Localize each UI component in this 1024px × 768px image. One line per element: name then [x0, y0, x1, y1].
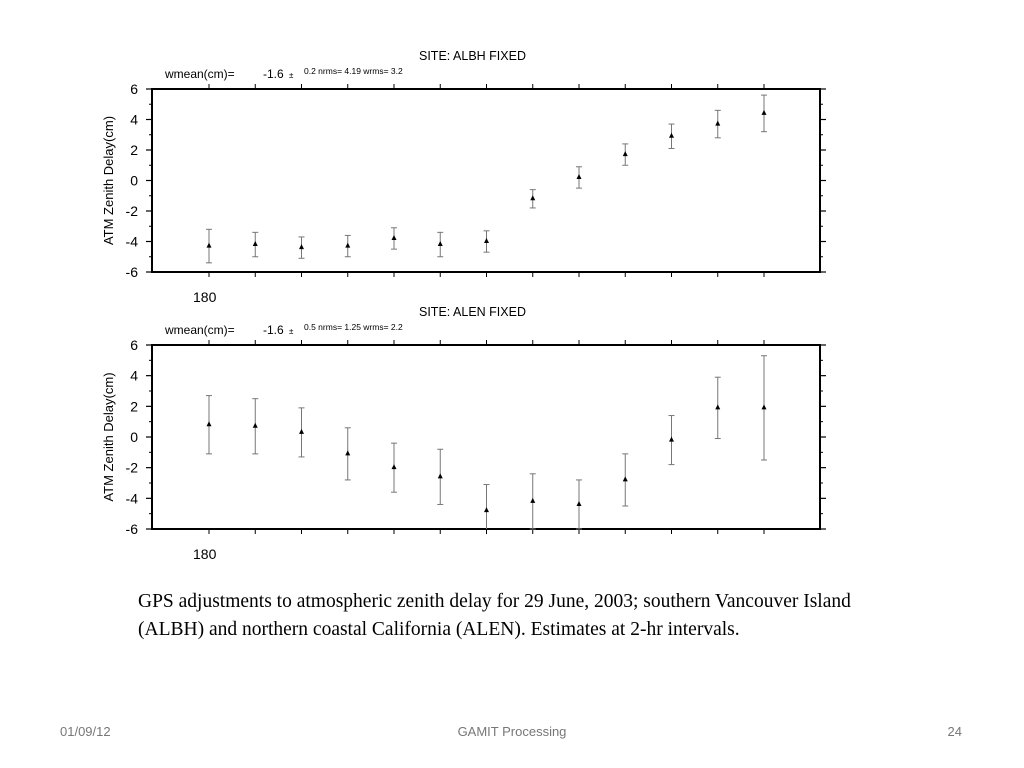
x-tick-label: 180 — [193, 546, 217, 562]
data-point — [530, 497, 536, 503]
data-point — [391, 464, 397, 470]
footer-title: GAMIT Processing — [457, 724, 567, 739]
data-point — [761, 404, 767, 410]
data-point — [484, 238, 489, 243]
chart-title: SITE: ALBH FIXED — [419, 49, 526, 63]
data-point — [252, 241, 258, 247]
x-tick-label: 180 — [193, 289, 217, 305]
data-point — [669, 436, 674, 442]
data-point — [252, 422, 258, 428]
footer-page-number: 24 — [947, 724, 962, 739]
data-point — [622, 151, 628, 157]
wmean-plusminus: ± — [289, 71, 294, 80]
y-tick-label: 2 — [130, 398, 138, 414]
wmean-label: wmean(cm)= — [164, 67, 235, 81]
chart-panel-1: SITE: ALBH FIXED wmean(cm)= -1.6 ±0.2 nrms=… — [101, 49, 826, 305]
wmean-plusminus: ± — [289, 327, 294, 336]
y-tick-label: -4 — [126, 234, 139, 250]
wmean-label: wmean(cm)= — [164, 323, 235, 337]
wmean-value: -1.6 — [263, 323, 284, 337]
data-point — [484, 507, 489, 513]
data-point — [576, 500, 582, 506]
chart-title: SITE: ALEN FIXED — [419, 305, 526, 319]
chart-panel-2: SITE: ALEN FIXED wmean(cm)= -1.6 ±0.5 nrms=… — [101, 305, 826, 562]
data-point — [437, 473, 443, 479]
y-tick-label: 0 — [130, 173, 138, 189]
y-tick-label: -6 — [126, 264, 139, 280]
data-point — [299, 428, 304, 434]
data-point — [206, 242, 212, 248]
y-tick-label: 4 — [130, 112, 138, 128]
y-tick-label: -4 — [126, 490, 139, 506]
y-tick-label: -6 — [126, 521, 139, 537]
data-point — [715, 404, 721, 410]
y-tick-label: -2 — [126, 460, 139, 476]
y-tick-label: 6 — [130, 337, 138, 353]
chart-figure: SITE: ALBH FIXED wmean(cm)= -1.6 ±0.2 nrms=… — [101, 49, 826, 562]
y-tick-label: 2 — [130, 142, 138, 158]
footer-date: 01/09/12 — [60, 724, 111, 739]
stats-small-text: 0.2 nrms= 4.19 wrms= 3.2 — [304, 66, 403, 76]
y-axis-label: ATM Zenith Delay(cm) — [101, 372, 116, 501]
y-tick-label: 6 — [130, 81, 138, 97]
wmean-value: -1.6 — [263, 67, 284, 81]
y-tick-label: 4 — [130, 368, 138, 384]
data-point — [299, 244, 304, 250]
data-point — [715, 120, 721, 126]
y-tick-label: -2 — [126, 203, 139, 219]
y-axis-label: ATM Zenith Delay(cm) — [101, 116, 116, 245]
data-point — [576, 173, 582, 179]
data-point — [345, 242, 351, 248]
data-point — [530, 195, 536, 201]
data-point — [761, 109, 767, 115]
data-point — [622, 476, 628, 482]
data-point — [669, 132, 674, 138]
stats-small-text: 0.5 nrms= 1.25 wrms= 2.2 — [304, 322, 403, 332]
data-point — [345, 450, 351, 456]
data-point — [437, 241, 443, 247]
y-tick-label: 0 — [130, 429, 138, 445]
figure-caption: GPS adjustments to atmospheric zenith de… — [138, 591, 851, 640]
data-point — [206, 421, 212, 427]
data-point — [391, 234, 397, 240]
